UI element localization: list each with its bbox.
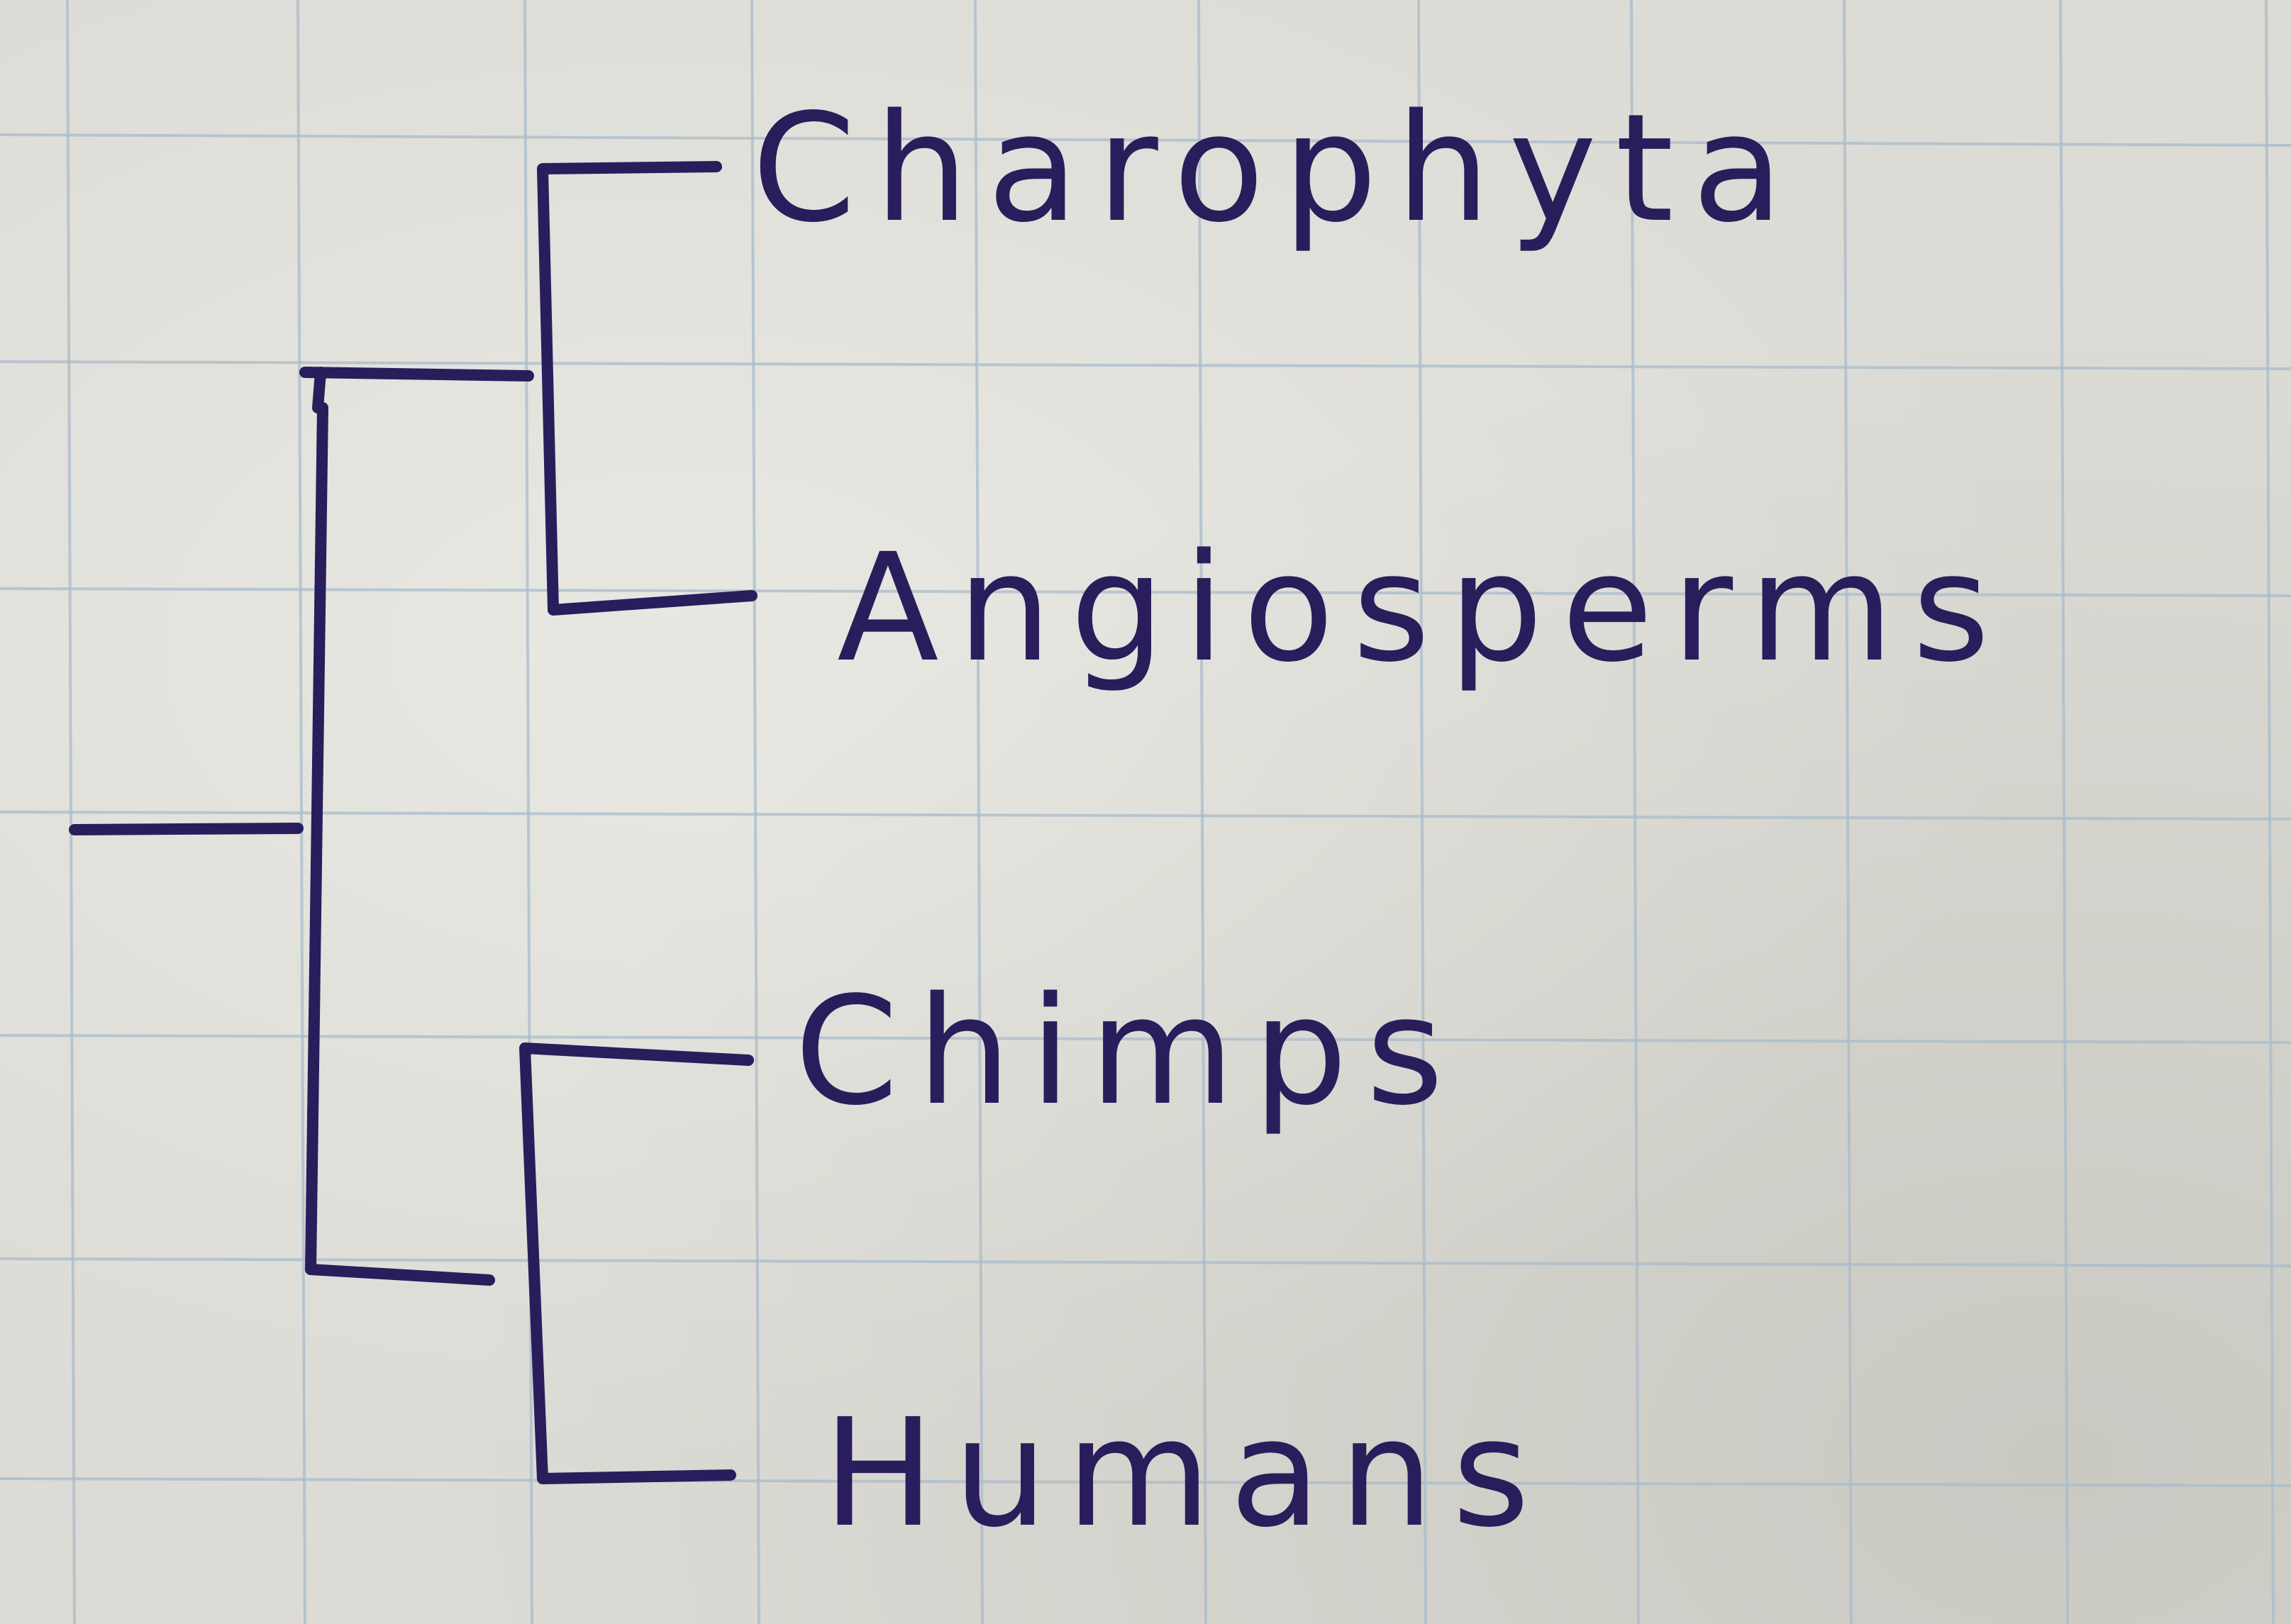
- grid-line: [2265, 0, 2275, 1624]
- primates-clade-stem: [305, 1264, 495, 1286]
- grid-line: [1197, 0, 1207, 1624]
- grid-line: [0, 811, 2291, 821]
- primates-clade-bracket: [519, 1042, 754, 1484]
- leaf-label-charophyta: Charophyta: [752, 82, 1802, 255]
- plants-clade-stem: [299, 367, 534, 382]
- leaf-label-humans: Humans: [823, 1386, 1548, 1560]
- grid-line: [750, 0, 760, 1624]
- plants-clade-stem: [312, 367, 326, 413]
- grid-line: [1630, 0, 1640, 1624]
- root-connector: [305, 402, 328, 1275]
- grid-line: [1843, 0, 1853, 1624]
- grid-line: [0, 1477, 2291, 1487]
- leaf-labels: Charophyta Angiosperms Chimps Humans: [752, 82, 2008, 1560]
- grid-line: [0, 133, 2291, 147]
- grid-line: [974, 0, 984, 1624]
- leaf-label-chimps: Chimps: [794, 964, 1462, 1138]
- grid-line: [0, 360, 2291, 370]
- grid-line: [0, 1034, 2291, 1044]
- grid-line: [1417, 0, 1427, 1624]
- grid-line: [523, 0, 533, 1624]
- root-branch: [69, 823, 304, 835]
- grid-line: [0, 587, 2291, 597]
- grid-line: [0, 1257, 2291, 1267]
- plants-clade-bracket: [537, 161, 758, 616]
- grid-line: [2059, 0, 2069, 1624]
- tree-branches: [69, 161, 758, 1484]
- leaf-label-angiosperms: Angiosperms: [837, 521, 2008, 695]
